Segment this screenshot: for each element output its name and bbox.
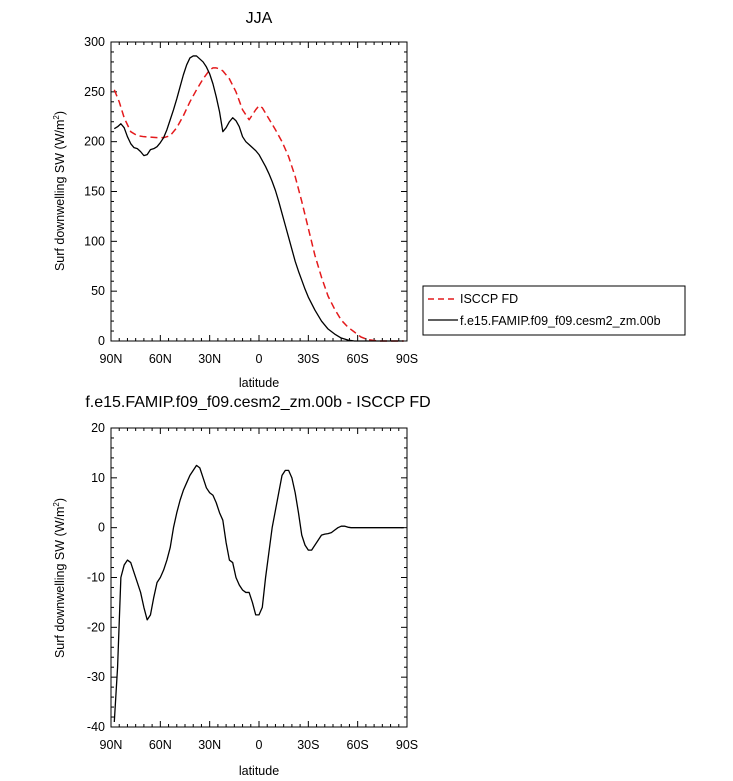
y-tick-label: 50 [91,284,105,298]
series-line-difference [113,464,404,723]
panel1-ylabel-sup: 2 [52,115,61,120]
panel2-axes-frame [110,427,408,728]
x-tick-label: 0 [256,352,263,366]
y-tick-label: 250 [84,85,105,99]
panel-mean-jja: JJA 90N 60N 30N 0 30S 60S 90S 0 50 100 150 200 250 3… [52,10,418,390]
x-tick-label: 90N [100,352,123,366]
legend: ISCCP FD f.e15.FAMIP.f09_f09.cesm2_zm.00… [422,285,686,336]
y-tick-label: 0 [98,334,105,348]
panel1-ylabel-text: Surf downwelling SW (W/m [53,120,67,271]
panel2-title: f.e15.FAMIP.f09_f09.cesm2_zm.00b - ISCCP… [85,394,430,411]
panel2-ylabel: Surf downwelling SW (W/m2) [52,498,67,658]
panel2-ylabel-text: Surf downwelling SW (W/m [53,507,67,658]
series-line-cesm2-model [113,55,404,342]
x-tick-label: 30N [198,738,221,752]
x-tick-label: 60S [347,738,369,752]
panel-difference: f.e15.FAMIP.f09_f09.cesm2_zm.00b - ISCCP… [52,394,431,778]
y-tick-label: -30 [87,670,105,684]
panel1-xlabel: latitude [239,376,279,390]
panel2-ylabel-close: ) [53,498,67,502]
panel1-axes-frame [110,41,408,342]
panel2-xlabel: latitude [239,764,279,778]
y-tick-label: -10 [87,571,105,585]
legend-label-isccp: ISCCP FD [460,292,518,306]
legend-box [422,285,686,336]
y-tick-label: 20 [91,421,105,435]
x-tick-label: 90N [100,738,123,752]
x-tick-label: 60N [149,352,172,366]
y-tick-label: 200 [84,135,105,149]
y-tick-label: 150 [84,185,105,199]
x-tick-label: 30S [297,738,319,752]
panel1-title: JJA [246,10,273,27]
x-tick-label: 90S [396,352,418,366]
y-tick-label: 10 [91,471,105,485]
x-tick-label: 0 [256,738,263,752]
y-tick-label: 0 [98,521,105,535]
y-tick-label: -40 [87,720,105,734]
series-line-isccp-fd [113,67,404,342]
legend-label-model: f.e15.FAMIP.f09_f09.cesm2_zm.00b [460,314,661,328]
x-tick-label: 60S [347,352,369,366]
x-tick-label: 90S [396,738,418,752]
x-tick-label: 30S [297,352,319,366]
panel2-ylabel-sup: 2 [52,502,61,507]
panel1-ylabel-close: ) [53,111,67,115]
y-tick-label: 300 [84,35,105,49]
panel1-ylabel: Surf downwelling SW (W/m2) [52,111,67,271]
y-tick-label: -20 [87,620,105,634]
x-tick-label: 30N [198,352,221,366]
x-tick-label: 60N [149,738,172,752]
y-tick-label: 100 [84,234,105,248]
